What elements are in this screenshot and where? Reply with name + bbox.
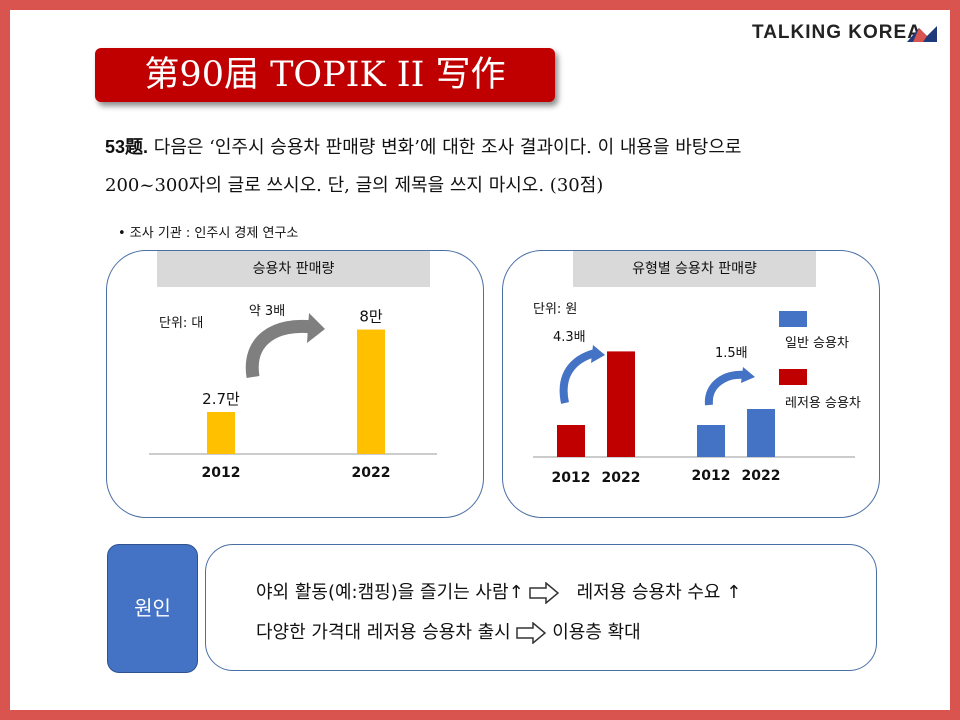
annotation-ratio: 1.5배 bbox=[715, 346, 748, 361]
tick-label-2022: 2022 bbox=[602, 470, 641, 486]
up-arrow-icon: ↑ bbox=[726, 582, 742, 603]
data-label-2022: 8만 bbox=[359, 308, 383, 326]
tick-label-2012: 2012 bbox=[202, 465, 241, 481]
data-label-2012: 2.7만 bbox=[202, 390, 240, 408]
page-title: 第90届 TOPIK II 写作 bbox=[144, 55, 506, 95]
legend-label: 일반 승용차 bbox=[785, 336, 849, 351]
growth-arrow-icon bbox=[245, 319, 313, 379]
bar-2012 bbox=[207, 412, 235, 454]
unit-label: 단위: 원 bbox=[533, 302, 577, 317]
annotation-ratio: 약 3배 bbox=[249, 304, 285, 319]
question-line-1-text: 다음은 ‘인주시 승용차 판매량 변화’에 대한 조사 결과이다. 이 내용을 … bbox=[148, 137, 742, 158]
bar-2022 bbox=[357, 329, 385, 454]
question-text: 53题. 다음은 ‘인주시 승용차 판매량 변화’에 대한 조사 결과이다. 이… bbox=[105, 128, 925, 205]
question-line-2: 200~300자의 글로 쓰시오. 단, 글의 제목을 쓰지 마시오. (30점… bbox=[105, 175, 604, 196]
growth-arrowhead-icon bbox=[741, 367, 755, 383]
cause-line-1: 야외 활동(예:캠핑)을 즐기는 사람↑ 레저용 승용차 수요 ↑ bbox=[256, 578, 741, 604]
cause-1-text: 야외 활동(예:캠핑)을 즐기는 사람 bbox=[256, 582, 509, 603]
growth-arrow-icon bbox=[559, 349, 597, 404]
chart-title-type: 유형별 승용차 판매량 bbox=[573, 251, 816, 287]
up-arrow-icon: ↑ bbox=[508, 582, 524, 603]
legend-swatch bbox=[779, 369, 807, 385]
bar-일반 승용차-2022 bbox=[747, 409, 775, 457]
cause-line-2: 다양한 가격대 레저용 승용차 출시 이용층 확대 bbox=[256, 618, 641, 644]
cause-label: 원인 bbox=[134, 596, 171, 620]
cause-1-result: 레저용 승용차 수요 bbox=[576, 582, 721, 603]
cause-label-box: 원인 bbox=[107, 544, 198, 673]
question-number: 53题. bbox=[105, 137, 149, 157]
growth-arrowhead-icon bbox=[307, 313, 325, 343]
chart-total-svg: 단위: 대 2.7만 2012 8만 2022 약 3배 bbox=[149, 304, 437, 481]
chart-title-total: 승용차 판매량 bbox=[157, 251, 430, 287]
legend-label: 레저용 승용차 bbox=[785, 396, 861, 411]
right-outline-arrow-icon bbox=[516, 622, 547, 644]
question-line-1: 53题. 다음은 ‘인주시 승용차 판매량 변화’에 대한 조사 결과이다. 이… bbox=[105, 128, 925, 167]
tick-label-2012: 2012 bbox=[692, 468, 731, 484]
title-banner: 第90届 TOPIK II 写作 bbox=[95, 48, 555, 102]
survey-source: • 조사 기관 : 인주시 경제 연구소 bbox=[118, 226, 299, 241]
annotation-ratio: 4.3배 bbox=[553, 330, 586, 345]
growth-arrowhead-icon bbox=[591, 345, 605, 363]
legend-swatch bbox=[779, 311, 807, 327]
chart-panel-type: 유형별 승용차 판매량 단위: 원 2012 2022 4.3배 2012 2022 1.5… bbox=[502, 250, 880, 518]
chart-panel-total: 승용차 판매량 단위: 대 2.7만 2012 8만 2022 약 3배 bbox=[106, 250, 484, 518]
right-outline-arrow-icon bbox=[529, 582, 560, 604]
bar-레저용 승용차-2012 bbox=[557, 425, 585, 457]
bar-레저용 승용차-2022 bbox=[607, 351, 635, 457]
bar-일반 승용차-2012 bbox=[697, 425, 725, 457]
brand-mark-icon bbox=[907, 26, 937, 42]
cause-panel: 야외 활동(예:캠핑)을 즐기는 사람↑ 레저용 승용차 수요 ↑ 다양한 가격… bbox=[205, 544, 877, 671]
brand-logo-text: TALKING KOREA bbox=[752, 22, 922, 43]
cause-2-result: 이용층 확대 bbox=[552, 622, 641, 643]
cause-2-text: 다양한 가격대 레저용 승용차 출시 bbox=[256, 622, 511, 643]
growth-arrow-icon bbox=[704, 370, 746, 406]
unit-label: 단위: 대 bbox=[159, 316, 203, 331]
tick-label-2012: 2012 bbox=[552, 470, 591, 486]
tick-label-2022: 2022 bbox=[352, 465, 391, 481]
tick-label-2022: 2022 bbox=[742, 468, 781, 484]
